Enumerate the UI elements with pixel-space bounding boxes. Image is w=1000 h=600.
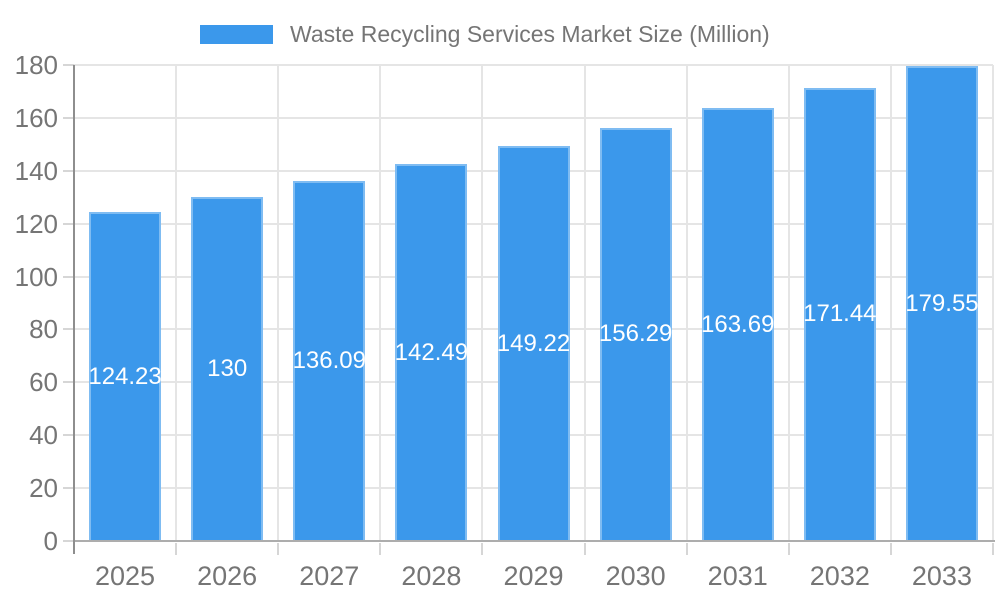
x-axis-tick [379, 543, 382, 555]
y-axis-tick [63, 434, 74, 437]
y-axis-tick [63, 64, 74, 66]
bar[interactable] [701, 108, 774, 541]
x-axis-tick [787, 543, 790, 555]
x-axis-label: 2026 [197, 561, 258, 591]
chart-legend[interactable]: Waste Recycling Services Market Size (Mi… [200, 18, 770, 50]
bar[interactable] [395, 164, 468, 541]
x-axis-tick [277, 543, 280, 555]
x-axis-label: 2031 [707, 561, 768, 591]
x-gridline [583, 65, 586, 541]
y-gridline [74, 116, 993, 119]
y-axis-tick [63, 487, 74, 490]
y-axis-label: 160 [14, 102, 58, 133]
legend-swatch-icon [200, 24, 273, 44]
y-axis-tick [63, 222, 74, 225]
x-axis-label: 2025 [95, 561, 156, 591]
y-axis-label: 140 [14, 155, 58, 186]
y-axis-tick [63, 381, 74, 384]
y-gridline [74, 64, 993, 66]
x-gridline [481, 65, 484, 541]
y-axis-label: 100 [14, 261, 58, 292]
y-axis-tick [63, 540, 74, 542]
x-axis-label: 2027 [299, 561, 360, 591]
x-axis-tick [175, 543, 178, 555]
y-axis-label: 80 [29, 314, 58, 345]
bar-value-label: 149.22 [496, 329, 571, 357]
bar-value-label: 130 [207, 355, 248, 383]
bar[interactable] [293, 181, 366, 541]
y-axis-line [73, 65, 75, 554]
bar[interactable] [803, 87, 876, 541]
x-axis-tick [889, 543, 892, 555]
x-axis-tick [481, 543, 484, 555]
x-axis-label: 2030 [605, 561, 666, 591]
x-gridline [175, 65, 178, 541]
legend-label: Waste Recycling Services Market Size (Mi… [290, 20, 770, 47]
bar-value-label: 179.55 [905, 289, 979, 317]
bar[interactable] [599, 127, 672, 541]
x-axis-label: 2028 [401, 561, 462, 591]
bar-value-label: 163.69 [701, 310, 775, 338]
x-axis-tick [992, 543, 994, 555]
bar-value-label: 136.09 [292, 347, 366, 375]
y-axis-label: 180 [14, 50, 58, 80]
x-axis-label: 2033 [911, 561, 972, 591]
bar[interactable] [497, 146, 570, 541]
bar-value-label: 171.44 [803, 300, 877, 328]
x-axis-line [74, 540, 995, 542]
bar[interactable] [191, 197, 264, 541]
x-axis-tick [583, 543, 586, 555]
x-axis-label: 2029 [503, 561, 564, 591]
y-axis-label: 20 [29, 473, 58, 504]
bar[interactable] [89, 212, 162, 541]
x-gridline [992, 65, 994, 541]
x-gridline [685, 65, 688, 541]
y-axis-tick [63, 275, 74, 278]
bar-value-label: 156.29 [598, 320, 673, 348]
x-axis-tick [685, 543, 688, 555]
bar-value-label: 124.23 [88, 362, 162, 390]
y-axis-tick [63, 328, 74, 331]
x-gridline [787, 65, 790, 541]
y-axis-label: 120 [14, 208, 58, 239]
x-gridline [277, 65, 280, 541]
y-axis-tick [63, 116, 74, 119]
bar-value-label: 142.49 [394, 338, 469, 366]
bar[interactable] [905, 66, 978, 541]
y-axis-label: 60 [29, 367, 58, 398]
x-gridline [889, 65, 892, 541]
y-axis-tick [63, 169, 74, 172]
y-axis-label: 40 [29, 420, 58, 451]
x-gridline [379, 65, 382, 541]
y-axis-label: 0 [43, 526, 58, 556]
x-axis-label: 2032 [809, 561, 870, 591]
